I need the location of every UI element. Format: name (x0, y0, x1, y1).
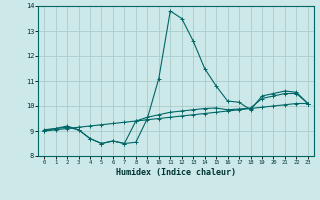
X-axis label: Humidex (Indice chaleur): Humidex (Indice chaleur) (116, 168, 236, 177)
